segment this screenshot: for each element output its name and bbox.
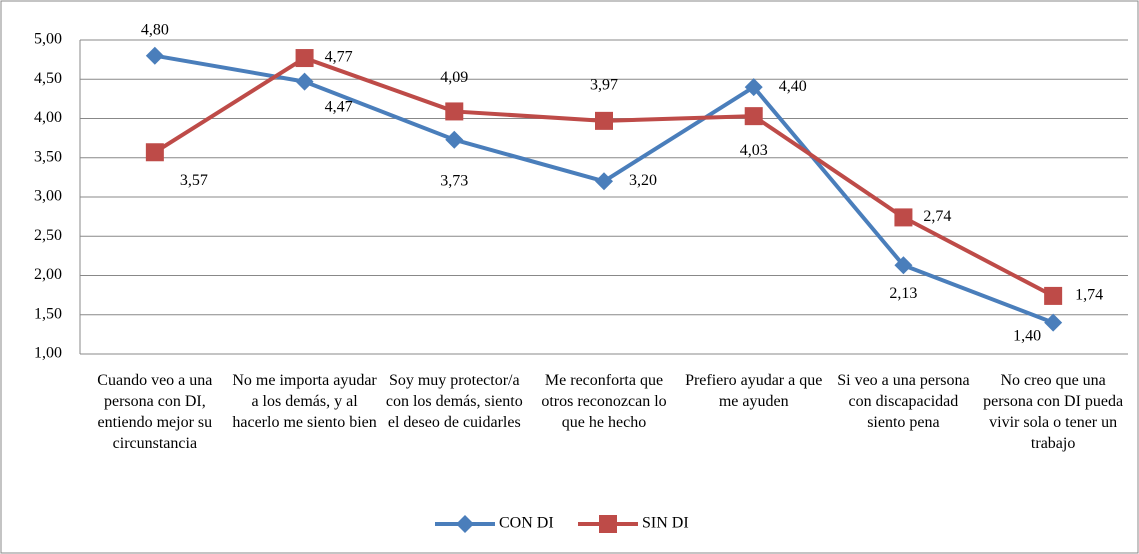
data-label: 4,47 (325, 98, 353, 115)
y-tick-label: 1,50 (34, 305, 62, 322)
point (145, 143, 164, 162)
data-label: 1,40 (1013, 327, 1041, 344)
data-label: 3,73 (440, 172, 468, 189)
data-label: 4,03 (740, 142, 768, 159)
point (1044, 286, 1063, 305)
x-tick-label: No creo que una persona con DI pueda viv… (983, 372, 1124, 452)
x-tick-label: Si veo a una persona con discapacidad si… (837, 372, 970, 431)
legend-marker (599, 515, 617, 533)
legend-label: SIN DI (642, 515, 689, 532)
x-tick-label: No me importa ayudar a los demás, y al h… (232, 372, 377, 431)
legend-label: CON DI (499, 515, 554, 532)
y-tick-label: 1,00 (34, 345, 62, 362)
point (595, 172, 613, 191)
point (445, 130, 464, 149)
y-tick-label: 3,50 (34, 148, 62, 165)
point (445, 102, 464, 121)
data-label: 4,40 (779, 78, 807, 95)
point (744, 107, 763, 126)
x-tick-label: Soy muy protector/a con los demás, sient… (385, 372, 523, 431)
data-label: 4,77 (325, 49, 353, 66)
x-tick-label: Me reconforta que otros reconozcan lo qu… (541, 372, 667, 431)
point (295, 49, 314, 68)
data-label: 3,57 (180, 172, 208, 189)
y-tick-label: 2,00 (34, 266, 62, 283)
y-tick-label: 3,00 (34, 188, 62, 205)
point (894, 208, 913, 227)
data-label: 2,13 (889, 285, 917, 302)
x-tick-label: Prefiero ayudar a que me ayuden (685, 372, 823, 410)
data-label: 4,80 (141, 21, 169, 38)
legend-marker (456, 515, 474, 533)
y-tick-label: 4,00 (34, 109, 62, 126)
x-tick-label: Cuando veo a una persona con DI, entiend… (97, 372, 213, 452)
point (595, 111, 613, 130)
data-label: 3,20 (629, 172, 657, 189)
data-label: 1,74 (1075, 287, 1103, 304)
y-tick-label: 5,00 (34, 31, 62, 48)
point (894, 256, 913, 275)
y-tick-label: 2,50 (34, 227, 62, 244)
data-label: 2,74 (923, 208, 951, 225)
data-label: 3,97 (590, 77, 618, 94)
point (744, 78, 763, 97)
point (295, 72, 314, 91)
point (1044, 313, 1063, 332)
y-tick-label: 4,50 (34, 70, 62, 87)
data-label: 4,09 (440, 69, 468, 86)
point (145, 46, 164, 65)
